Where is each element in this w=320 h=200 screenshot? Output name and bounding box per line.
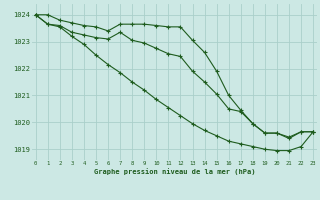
X-axis label: Graphe pression niveau de la mer (hPa): Graphe pression niveau de la mer (hPa) (94, 168, 255, 175)
